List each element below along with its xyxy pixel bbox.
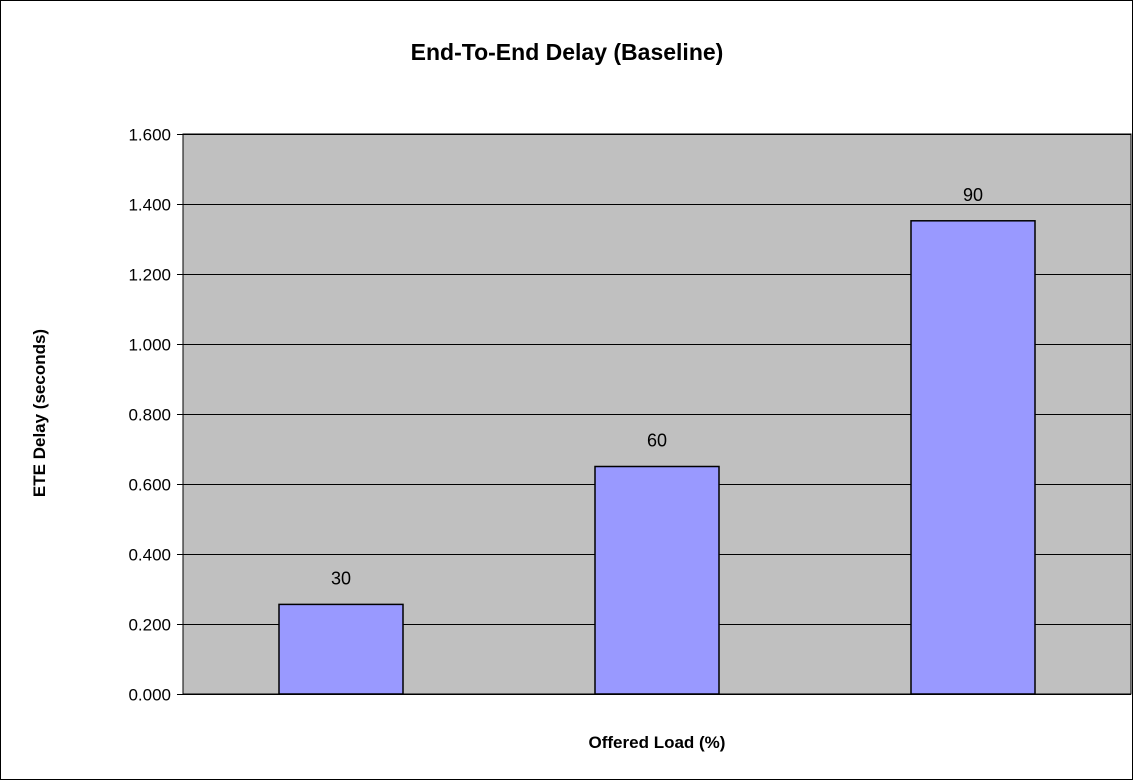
y-tick-label: 0.800 — [128, 406, 171, 425]
x-axis-label: Offered Load (%) — [589, 733, 726, 752]
bar-data-label: 60 — [647, 431, 667, 451]
chart-title: End-To-End Delay (Baseline) — [411, 39, 724, 65]
y-tick-label: 0.400 — [128, 546, 171, 565]
bar-data-labels: 30 60 90 — [331, 185, 983, 589]
y-tick-label: 0.200 — [128, 616, 171, 635]
bar-data-label: 30 — [331, 568, 351, 588]
y-tick-label: 1.000 — [128, 336, 171, 355]
bar-90 — [910, 220, 1036, 695]
y-tick-label: 1.400 — [128, 196, 171, 215]
y-tick-label: 0.600 — [128, 476, 171, 495]
y-tick-label: 1.600 — [128, 126, 171, 145]
bar-data-label: 90 — [963, 185, 983, 205]
y-axis-ticks: 0.000 0.200 0.400 0.600 0.800 1.000 1.200 1.400… — [128, 126, 183, 705]
bar-60 — [594, 465, 720, 695]
bars — [278, 220, 1036, 695]
y-axis-label: ETE Delay (seconds) — [30, 329, 49, 497]
y-tick-label: 0.000 — [128, 686, 171, 705]
bar-30 — [278, 603, 404, 695]
y-tick-label: 1.200 — [128, 266, 171, 285]
